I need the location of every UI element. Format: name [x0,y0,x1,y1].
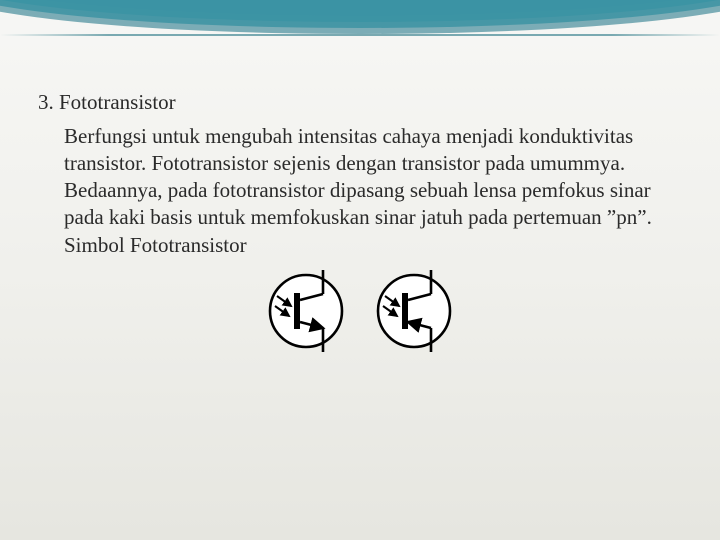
wave-4 [0,0,720,34]
phototransistor-symbols [38,268,682,358]
slide-heading: 3. Fototransistor [38,90,682,115]
decorative-top-waves [0,0,720,60]
accent-underline [0,34,720,36]
phototransistor-symbol-pnp [369,268,459,358]
symbol-label: Simbol Fototransistor [64,233,682,258]
slide-content: 3. Fototransistor Berfungsi untuk mengub… [38,90,682,358]
slide-body-text: Berfungsi untuk mengubah intensitas caha… [64,123,672,231]
phototransistor-symbol-npn [261,268,351,358]
